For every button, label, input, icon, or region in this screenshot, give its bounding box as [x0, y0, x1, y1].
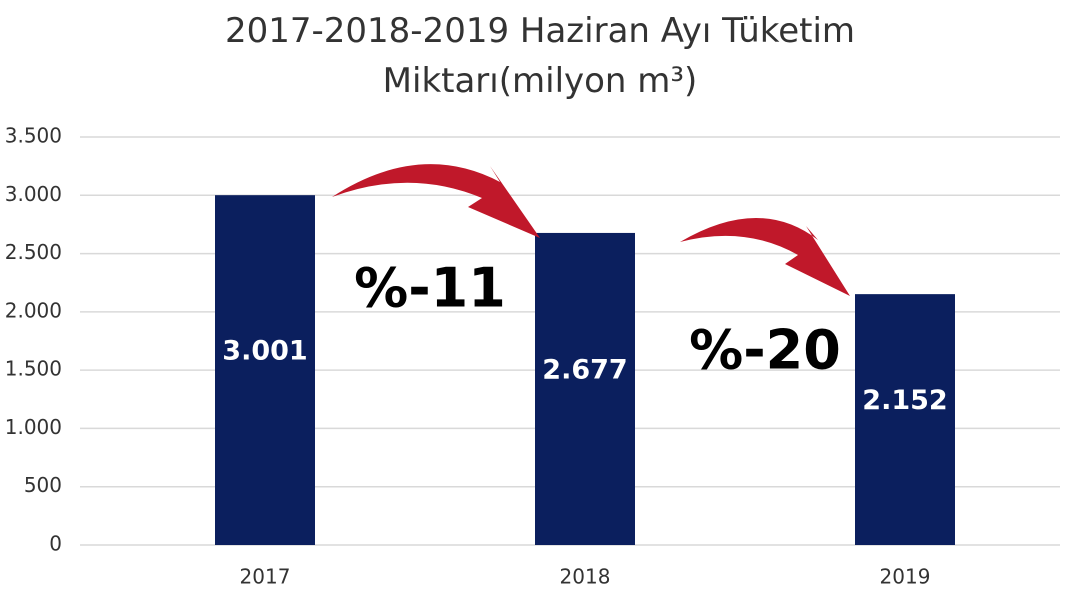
y-tick-label: 3.000: [5, 182, 62, 206]
y-tick-label: 500: [24, 473, 62, 497]
arrow: [680, 217, 850, 296]
bar: [215, 195, 315, 546]
x-tick-label: 2017: [240, 565, 291, 589]
y-tick-label: 2.500: [5, 240, 62, 264]
arrow: [332, 164, 540, 238]
data-label: 2.677: [542, 354, 627, 385]
y-tick-label: 3.500: [5, 124, 62, 148]
chart-title: 2017-2018-2019 Haziran Ayı Tüketim Mikta…: [224, 11, 856, 101]
x-tick-label: 2018: [560, 565, 611, 589]
y-tick-label: 1.500: [5, 357, 62, 381]
annotation: %-11: [354, 257, 506, 320]
arrows: [332, 164, 850, 296]
annotation: %-20: [689, 319, 841, 382]
bar: [535, 232, 635, 545]
data-label: 3.001: [222, 336, 307, 367]
x-tick-label: 2019: [880, 565, 931, 589]
y-tick-label: 0: [49, 532, 62, 556]
y-tick-label: 2.000: [5, 298, 62, 322]
y-tick-label: 1.000: [5, 415, 62, 439]
bars: 3.001 2.677 2.152: [215, 195, 955, 546]
data-label: 2.152: [862, 385, 947, 416]
bar: [855, 294, 955, 545]
